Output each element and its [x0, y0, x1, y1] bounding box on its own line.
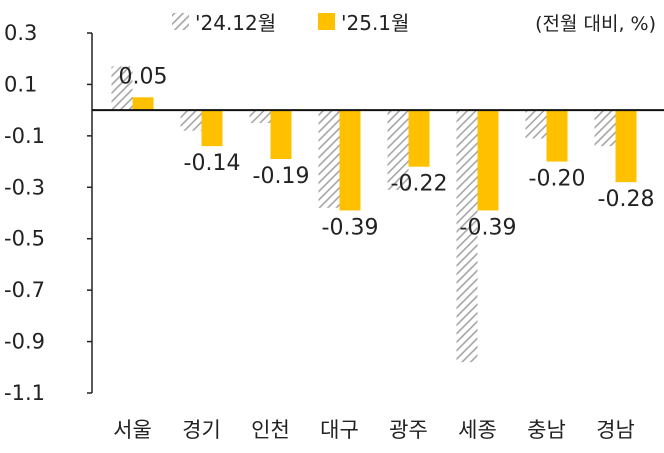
category-label: 인천	[251, 418, 290, 442]
bar-2501-5	[408, 110, 430, 167]
bar-2501-4	[339, 110, 361, 211]
category-label: 충남	[527, 418, 566, 442]
bar-2412-5	[387, 110, 409, 190]
legend: '24.12월 '25.1월 (전월 대비, %)	[172, 11, 656, 35]
y-tick-label: -0.9	[4, 330, 45, 354]
bar-2501-3	[270, 110, 292, 159]
bar-2412-3	[249, 110, 271, 123]
bar-2501-6	[477, 110, 499, 211]
bar-2501-2	[201, 110, 223, 147]
bar-2412-1	[111, 66, 133, 111]
bar-2412-4	[318, 110, 340, 208]
category-label: 서울	[113, 418, 152, 442]
bars	[111, 66, 637, 363]
data-label: 0.05	[119, 64, 168, 89]
data-label: -0.39	[460, 215, 517, 240]
bar-2501-7	[546, 110, 568, 162]
y-tick-label: -0.3	[4, 175, 45, 199]
bar-2501-1	[132, 97, 154, 111]
category-label: 경기	[182, 418, 221, 442]
bar-2501-8	[615, 110, 637, 183]
bar-2412-2	[180, 110, 202, 131]
y-tick-label: 0.1	[4, 72, 37, 96]
bar-2412-7	[525, 110, 547, 139]
legend-label-2412: '24.12월	[195, 11, 276, 35]
y-tick-label: -1.1	[4, 381, 45, 405]
x-axis-labels: 서울 경기 인천 대구 광주 세종 충남 경남	[113, 418, 635, 442]
data-label: -0.14	[184, 151, 241, 176]
legend-swatch-2501	[318, 13, 335, 30]
bar-2412-8	[594, 110, 616, 147]
bar-2412-6	[456, 110, 478, 363]
category-label: 경남	[596, 418, 635, 442]
data-labels: 0.05 -0.14 -0.19 -0.39 -0.22 -0.39 -0.20 -0.28	[119, 64, 655, 240]
y-tick-label: -0.7	[4, 278, 45, 302]
legend-swatch-2412	[172, 13, 189, 30]
unit-note: (전월 대비, %)	[535, 13, 656, 35]
category-label: 세종	[458, 418, 497, 442]
category-label: 대구	[320, 418, 359, 442]
data-label: -0.28	[598, 187, 655, 212]
y-tick-label: 0.3	[4, 21, 37, 45]
y-axis: 0.3 0.1 -0.1 -0.3 -0.5 -0.7 -0.9 -1.1	[4, 21, 93, 405]
legend-label-2501: '25.1월	[341, 11, 409, 35]
data-label: -0.19	[253, 164, 310, 189]
category-label: 광주	[389, 418, 428, 442]
y-tick-label: -0.5	[4, 227, 45, 251]
data-label: -0.20	[529, 167, 586, 192]
y-tick-label: -0.1	[4, 124, 45, 148]
data-label: -0.22	[391, 172, 448, 197]
data-label: -0.39	[322, 215, 379, 240]
